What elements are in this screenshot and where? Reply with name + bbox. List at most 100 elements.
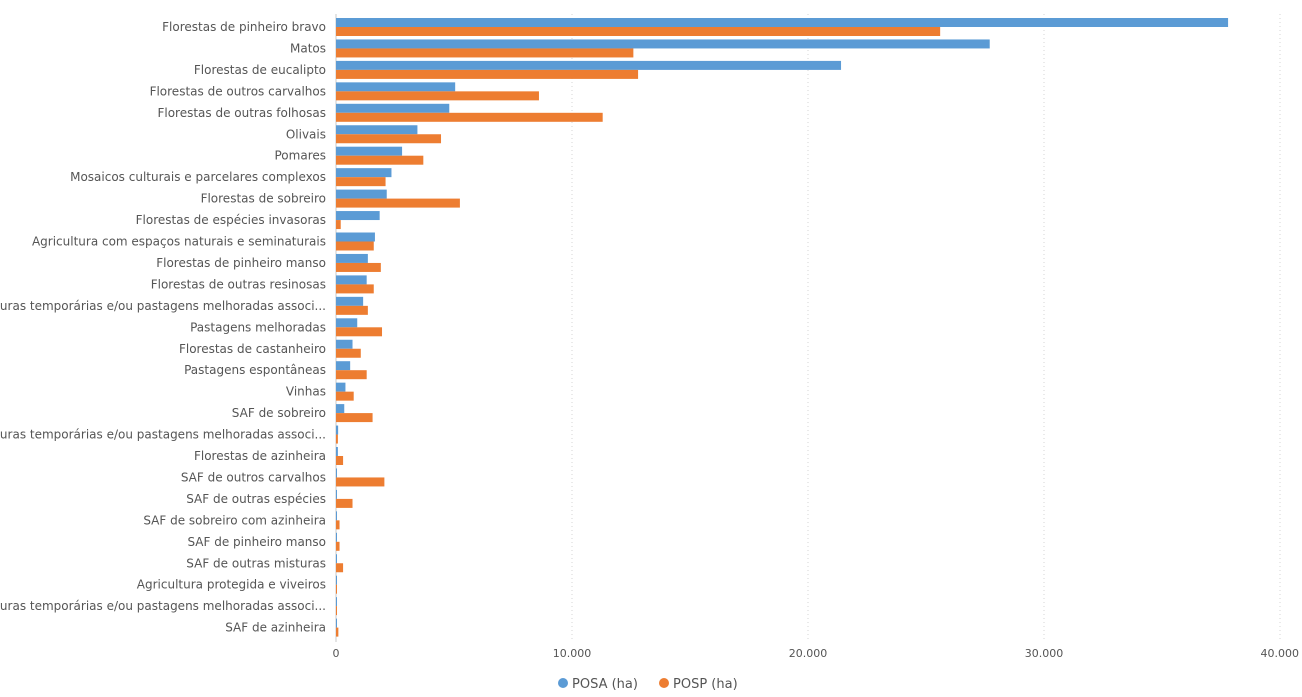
bar-posa[interactable] bbox=[336, 296, 364, 306]
bar-posp[interactable] bbox=[336, 541, 340, 551]
bar-posp[interactable] bbox=[336, 477, 385, 487]
bar-posp[interactable] bbox=[336, 220, 341, 230]
bar-posa[interactable] bbox=[336, 253, 368, 263]
bar-posa[interactable] bbox=[336, 146, 403, 156]
category-label: Olivais bbox=[286, 127, 326, 141]
bar-posa[interactable] bbox=[336, 103, 450, 113]
category-label: SAF de azinheira bbox=[225, 621, 326, 635]
category-label: SAF de pinheiro manso bbox=[187, 535, 326, 549]
bar-posa[interactable] bbox=[336, 339, 353, 349]
bar-posp[interactable] bbox=[336, 134, 442, 144]
bar-posp[interactable] bbox=[336, 370, 367, 380]
bars bbox=[336, 18, 1229, 637]
category-label: Pastagens melhoradas bbox=[190, 320, 326, 334]
category-label: Florestas de sobreiro bbox=[201, 192, 326, 206]
legend-marker[interactable] bbox=[558, 678, 568, 688]
bar-posa[interactable] bbox=[336, 361, 351, 371]
category-label: Florestas de espécies invasoras bbox=[136, 213, 326, 227]
bar-posa[interactable] bbox=[336, 232, 375, 242]
category-label: Florestas de castanheiro bbox=[179, 342, 326, 356]
category-label: Pomares bbox=[275, 149, 327, 163]
category-label: Culturas temporárias e/ou pastagens melh… bbox=[0, 428, 326, 442]
category-labels: Florestas de pinheiro bravo Matos Floresta… bbox=[0, 20, 326, 635]
bar-posp[interactable] bbox=[336, 48, 634, 58]
x-tick-label: 20.000 bbox=[789, 647, 828, 660]
bar-posp[interactable] bbox=[336, 69, 639, 79]
bar-posp[interactable] bbox=[336, 112, 603, 122]
x-tick-label: 40.000 bbox=[1261, 647, 1300, 660]
bar-posp[interactable] bbox=[336, 584, 337, 594]
category-label: Culturas temporárias e/ou pastagens melh… bbox=[0, 599, 326, 613]
x-axis-ticks: 0 10.000 20.000 30.000 40.000 bbox=[333, 647, 1300, 660]
bar-posa[interactable] bbox=[336, 318, 358, 328]
bar-posp[interactable] bbox=[336, 305, 368, 315]
x-tick-label: 0 bbox=[333, 647, 340, 660]
category-label: Florestas de outras resinosas bbox=[151, 277, 326, 291]
x-tick-label: 30.000 bbox=[1025, 647, 1064, 660]
legend-label[interactable]: POSA (ha) bbox=[572, 677, 638, 692]
bar-posa[interactable] bbox=[336, 125, 418, 135]
bar-posp[interactable] bbox=[336, 456, 344, 465]
bar-posp[interactable] bbox=[336, 262, 381, 272]
category-label: SAF de outros carvalhos bbox=[181, 470, 326, 484]
bar-posp[interactable] bbox=[336, 606, 337, 616]
bar-posp[interactable] bbox=[336, 498, 353, 508]
bar-posa[interactable] bbox=[336, 425, 339, 435]
bar-posa[interactable] bbox=[336, 489, 337, 499]
bar-posa[interactable] bbox=[336, 468, 337, 478]
category-label: Vinhas bbox=[286, 385, 326, 399]
bar-posa[interactable] bbox=[336, 554, 337, 564]
category-label: Florestas de pinheiro manso bbox=[156, 256, 326, 270]
category-label: Florestas de outras folhosas bbox=[157, 106, 326, 120]
bar-posp[interactable] bbox=[336, 27, 941, 36]
category-label: Pastagens espontâneas bbox=[184, 363, 326, 377]
legend-label[interactable]: POSP (ha) bbox=[673, 677, 738, 692]
bar-posa[interactable] bbox=[336, 618, 337, 628]
category-label: Florestas de eucalipto bbox=[194, 63, 326, 77]
bar-posa[interactable] bbox=[336, 382, 346, 392]
bar-posp[interactable] bbox=[336, 348, 361, 358]
bar-posa[interactable] bbox=[336, 39, 990, 49]
bar-posp[interactable] bbox=[336, 177, 386, 187]
category-label: Culturas temporárias e/ou pastagens melh… bbox=[0, 299, 326, 313]
category-label: SAF de outras misturas bbox=[186, 556, 326, 570]
bar-posp[interactable] bbox=[336, 327, 383, 337]
bar-posa[interactable] bbox=[336, 168, 392, 178]
bar-posp[interactable] bbox=[336, 391, 354, 401]
x-tick-label: 10.000 bbox=[553, 647, 592, 660]
bar-posa[interactable] bbox=[336, 575, 337, 585]
bar-posp[interactable] bbox=[336, 627, 339, 637]
category-label: Matos bbox=[290, 41, 326, 55]
bar-posa[interactable] bbox=[336, 82, 456, 92]
bar-posp[interactable] bbox=[336, 155, 424, 165]
category-label: SAF de sobreiro com azinheira bbox=[143, 513, 326, 527]
bar-posp[interactable] bbox=[336, 413, 373, 423]
bar-posp[interactable] bbox=[336, 284, 374, 294]
bar-posa[interactable] bbox=[336, 189, 387, 199]
bar-posa[interactable] bbox=[336, 532, 337, 542]
bar-posa[interactable] bbox=[336, 404, 345, 414]
bar-posa[interactable] bbox=[336, 597, 337, 607]
legend[interactable]: POSA (ha) POSP (ha) bbox=[558, 677, 738, 692]
gridlines bbox=[335, 14, 1281, 642]
bar-posa[interactable] bbox=[336, 447, 338, 456]
bar-posp[interactable] bbox=[336, 91, 539, 101]
bar-posp[interactable] bbox=[336, 434, 338, 444]
bar-posa[interactable] bbox=[336, 511, 337, 521]
bar-posp[interactable] bbox=[336, 198, 460, 208]
category-label: Agricultura protegida e viveiros bbox=[137, 578, 326, 592]
bar-posa[interactable] bbox=[336, 60, 842, 70]
category-label: SAF de sobreiro bbox=[232, 406, 326, 420]
category-label: SAF de outras espécies bbox=[186, 492, 326, 506]
bar-posa[interactable] bbox=[336, 275, 367, 285]
category-label: Mosaicos culturais e parcelares complexo… bbox=[70, 170, 326, 184]
category-label: Agricultura com espaços naturais e semin… bbox=[32, 235, 326, 249]
bar-posp[interactable] bbox=[336, 520, 340, 530]
bar-posa[interactable] bbox=[336, 18, 1229, 27]
bar-posa[interactable] bbox=[336, 211, 380, 221]
bar-posp[interactable] bbox=[336, 241, 374, 251]
category-label: Florestas de azinheira bbox=[194, 449, 326, 463]
bar-posp[interactable] bbox=[336, 563, 344, 573]
legend-marker[interactable] bbox=[659, 678, 669, 688]
